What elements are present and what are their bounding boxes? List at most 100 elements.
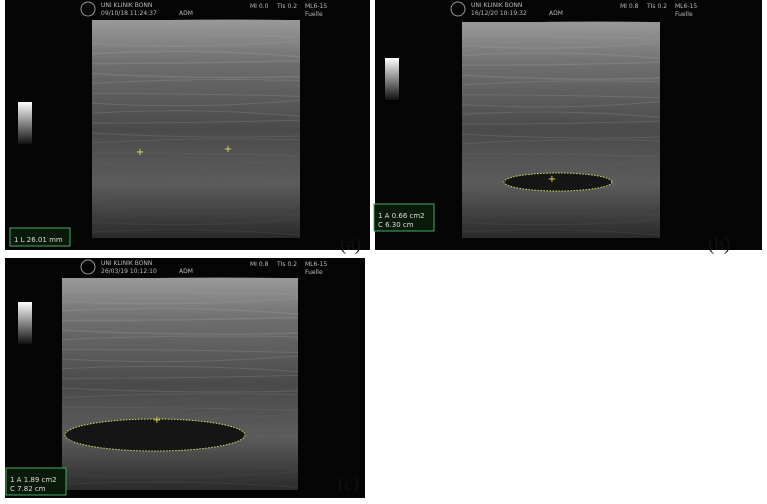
panel-label: (a) [340, 234, 361, 255]
measurement: 1 L 26.01 mm [14, 236, 63, 244]
tissue-stripe [91, 59, 301, 65]
caliper: + [548, 174, 556, 185]
tissue-stripe [461, 218, 661, 226]
gray-scale-bar [18, 302, 32, 344]
gray-scale-bar [385, 58, 399, 100]
tissue-stripe [461, 159, 661, 167]
tissue-stripe [461, 94, 661, 99]
tissue-stripe [91, 138, 301, 144]
panel-label: (b) [708, 234, 730, 255]
tissue-stripe [461, 74, 661, 80]
preset: Fuelle [675, 11, 693, 18]
date-time: 16/12/20 10:19:32 [471, 10, 527, 17]
tissue-stripe [91, 78, 301, 84]
lesion [503, 172, 613, 192]
ultrasound-image [92, 20, 300, 238]
tissue-stripe [91, 110, 301, 117]
tissue-stripe [461, 21, 661, 27]
operator: ADM [179, 268, 193, 275]
preset: Fuelle [305, 269, 323, 276]
tissue-stripe [461, 35, 661, 40]
tissue-stripe [61, 365, 299, 373]
tissue-stripe [461, 229, 661, 236]
tissue-stripe [91, 40, 301, 47]
tissue-stripe [61, 464, 299, 469]
gray-scale-bar [18, 102, 32, 144]
tissue-stripe [91, 132, 301, 138]
tissue-stripe [61, 297, 299, 305]
tissue-stripe [61, 335, 299, 341]
tissue-stripe [461, 101, 661, 108]
tissue-stripe [61, 450, 299, 456]
tissue-stripe [61, 374, 299, 379]
tissue-stripe [91, 218, 301, 226]
thermal-index: TIs 0.2 [276, 261, 297, 268]
tissue-stripe [461, 80, 661, 86]
tissue-stripe [91, 197, 301, 203]
lesion [64, 418, 246, 452]
probe: ML6-15 [675, 3, 697, 10]
measurement: 1 A 0.66 cm2 [378, 212, 425, 220]
tissue-stripe [91, 119, 301, 124]
mechanical-index: MI 0.8 [620, 3, 639, 10]
date-time: 09/10/18 11:24:37 [101, 10, 157, 17]
thermal-index: TIs 0.2 [646, 3, 667, 10]
tissue-stripe [61, 355, 299, 362]
tissue-stripe [61, 348, 299, 353]
caliper: + [224, 144, 232, 155]
ge-logo [80, 259, 96, 275]
tissue-stripe [461, 192, 661, 198]
tissue-stripe [91, 152, 301, 157]
mechanical-index: MI 0.8 [250, 261, 269, 268]
ultrasound-image [62, 278, 298, 490]
tissue-stripe [461, 61, 661, 67]
tissue-stripe [91, 211, 301, 216]
measurement: C 6.30 cm [378, 221, 414, 229]
measurement: 1 A 1.89 cm2 [10, 476, 57, 484]
ge-logo [80, 1, 96, 17]
tissue-stripe [461, 120, 661, 125]
operator: ADM [179, 10, 193, 17]
tissue-stripe [61, 290, 299, 296]
probe: ML6-15 [305, 261, 327, 268]
ultrasound-image [462, 22, 660, 238]
tissue-stripe [91, 19, 301, 25]
site-name: UNI KLINIK BONN [101, 2, 152, 9]
tissue-stripe [91, 92, 301, 97]
tissue-stripe [61, 393, 299, 399]
site-name: UNI KLINIK BONN [471, 2, 522, 9]
ge-logo [450, 1, 466, 17]
tissue-stripe [91, 99, 301, 107]
tissue-stripe [91, 191, 301, 197]
tissue-stripe [61, 471, 299, 478]
probe: ML6-15 [305, 3, 327, 10]
tissue-stripe [91, 169, 301, 177]
tissue-stripe [461, 212, 661, 217]
tissue-stripe [91, 72, 301, 79]
tissue-stripe [91, 50, 301, 58]
caliper: + [153, 415, 161, 426]
tissue-stripe [461, 111, 661, 118]
tissue-stripe [91, 159, 301, 166]
site-name: UNI KLINIK BONN [101, 260, 152, 267]
panel-label: (c) [338, 474, 359, 495]
tissue-stripe [461, 139, 661, 145]
tissue-stripe [461, 170, 661, 177]
tissue-stripe [461, 153, 661, 158]
thermal-index: TIs 0.2 [276, 3, 297, 10]
measurement-box [9, 227, 71, 247]
tissue-stripe [461, 41, 661, 49]
tissue-stripe [61, 481, 299, 488]
tissue-stripe [61, 329, 299, 335]
preset: Fuelle [305, 11, 323, 18]
tissue-stripe [91, 229, 301, 236]
operator: ADM [549, 10, 563, 17]
date-time: 26/03/19 10:12:10 [101, 268, 157, 275]
measurement-box [373, 203, 435, 232]
measurement-box [5, 467, 67, 496]
mechanical-index: MI 0.0 [250, 3, 269, 10]
